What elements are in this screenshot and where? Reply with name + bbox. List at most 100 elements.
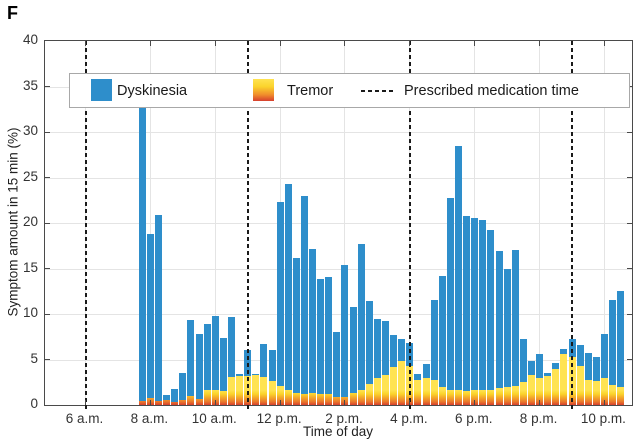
bar-segment-dyskinesia [268,350,276,382]
x-axis-title: Time of day [302,424,374,439]
bar-segment-dyskinesia [187,320,195,396]
bar-segment-dyskinesia [236,374,244,376]
x-axis-tick [344,400,346,405]
y-tick-label: 40 [22,32,38,47]
bar-segment-dyskinesia [373,318,381,378]
y-axis-tick-right [627,222,632,224]
x-tick-label: 6 p.m. [454,411,493,426]
bar-segment-dyskinesia [536,354,544,378]
bar-segment-tremor [227,376,235,405]
bar-segment-dyskinesia [495,251,503,388]
y-tick-label: 25 [22,168,38,184]
medication-time-line [571,41,573,409]
bar-segment-dyskinesia [219,337,227,392]
y-tick-label: 5 [30,350,38,366]
bar-segment-tremor [155,401,162,405]
bar-segment-tremor [349,393,357,405]
bar-segment-tremor [438,386,446,405]
bar-segment-tremor [138,401,146,405]
bar-segment-tremor [430,379,438,405]
bar-segment-tremor [471,390,479,405]
gridline-vertical [149,41,151,405]
gridline-vertical [344,41,346,405]
bar-segment-dyskinesia [438,275,446,387]
bar-segment-dyskinesia [609,300,617,385]
y-tick-label: 0 [30,396,38,411]
bar-segment-dyskinesia [600,334,608,378]
bar-segment-tremor [252,374,260,405]
bar-segment-dyskinesia [292,258,300,394]
bar-segment-dyskinesia [284,183,292,390]
bar-segment-tremor [317,394,325,405]
bar-segment-tremor [544,375,552,405]
bar-segment-dyskinesia [511,250,519,386]
bar-segment-dyskinesia [146,233,154,398]
bar-segment-dyskinesia [260,344,268,377]
x-axis-tick [409,400,411,405]
bar-segment-dyskinesia [300,195,308,395]
dyskinesia-swatch-icon [91,79,112,101]
x-axis-tick [85,400,87,405]
bar-segment-dyskinesia [309,249,317,394]
y-tick-label: 35 [22,77,38,93]
y-axis-tick-right [627,359,632,360]
bar-segment-tremor [495,387,503,405]
y-axis-tick [45,131,50,133]
bar-segment-tremor [236,375,244,405]
bar-segment-dyskinesia [227,316,235,377]
gridline-vertical [539,41,541,405]
y-axis-tick-right [627,268,632,269]
bar-segment-tremor [479,389,487,405]
bar-segment-dyskinesia [422,364,430,378]
legend-label-tremor: Tremor [287,82,334,99]
bar-segment-dyskinesia [155,214,162,402]
bar-segment-dyskinesia [203,324,211,390]
bar-segment-tremor [325,394,333,405]
bar-segment-tremor [609,384,617,405]
x-axis-tick-top [409,41,411,46]
bar-segment-tremor [600,377,608,405]
bar-segment-tremor [527,374,535,405]
x-tick-label: 8 p.m. [519,411,558,426]
bar-segment-tremor [560,354,568,405]
bar-segment-dyskinesia [576,344,584,366]
y-axis-tick [45,86,50,87]
x-tick-label: 10 a.m. [191,411,237,426]
x-axis-tick-top [603,41,605,46]
bar-segment-tremor [422,377,430,405]
bar-segment-dyskinesia [365,301,373,385]
bar-segment-dyskinesia [592,356,600,382]
bar-segment-dyskinesia [454,145,462,391]
x-tick-label: 10 p.m. [580,411,626,426]
x-tick-label: 6 a.m. [65,411,104,426]
bar-segment-dyskinesia [138,106,146,402]
y-axis-tick-right [627,131,632,133]
bar-segment-tremor [309,393,317,405]
y-axis-tick [45,177,50,178]
x-axis-tick-top [539,41,541,46]
legend: Dyskinesia Tremor Prescribed medication … [69,73,630,108]
bar-segment-dyskinesia [446,198,454,390]
bar-segment-tremor [195,398,203,405]
bar-segment-tremor [276,385,284,405]
panel-label: F [7,3,18,23]
bar-segment-tremor [617,386,625,405]
gridline-horizontal [45,223,632,224]
bar-segment-tremor [333,396,341,405]
bar-segment-tremor [219,391,227,405]
bar-segment-dyskinesia [560,348,568,355]
x-axis-tick-top [279,41,281,46]
bar-segment-dyskinesia [349,306,357,394]
bar-segment-dyskinesia [179,373,187,401]
bar-segment-dyskinesia [163,394,171,400]
gridline-horizontal [45,132,632,133]
bar-segment-tremor [592,381,600,405]
bar-segment-dyskinesia [171,388,179,403]
bar-segment-tremor [536,377,544,405]
medication-time-line [84,41,87,409]
bar-segment-dyskinesia [487,230,495,390]
bar-segment-tremor [382,374,390,405]
bar-segment-tremor [187,395,195,405]
bar-segment-dyskinesia [471,218,479,391]
